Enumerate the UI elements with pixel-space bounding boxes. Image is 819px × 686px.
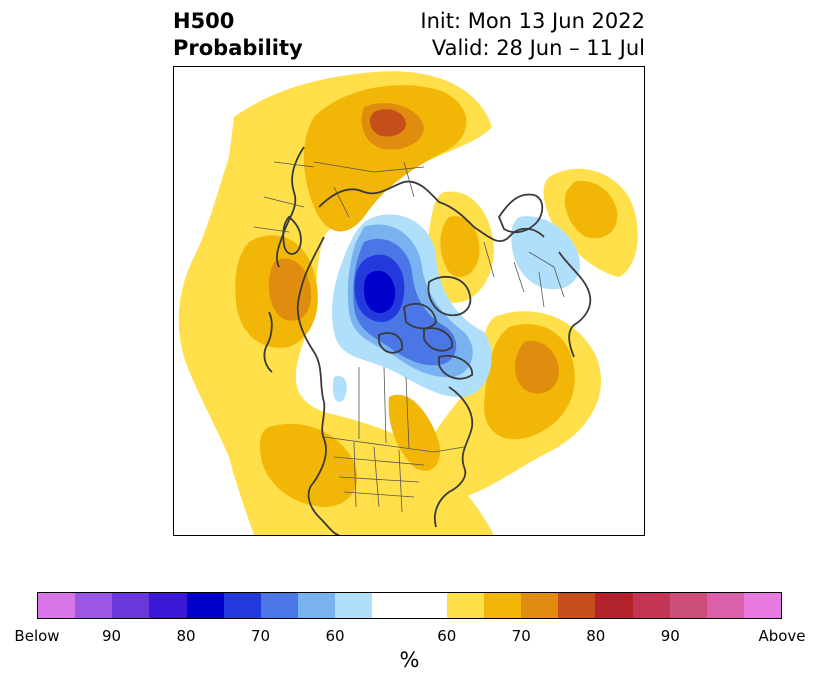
east-asia-coast <box>276 146 305 268</box>
colorbar-tick-labels: Below 90 80 70 60 60 70 80 90 Above <box>0 627 819 647</box>
scandinavia-coast <box>497 193 544 234</box>
na-above-65 <box>259 423 358 507</box>
kamchatka-coast <box>282 215 302 255</box>
eurasia-north-coast <box>318 180 545 242</box>
colorbar-tick-7: 80 <box>586 627 606 645</box>
colorbar-segment-7 <box>298 593 336 618</box>
russia-borders <box>313 161 425 218</box>
alaska-below-60 <box>332 376 347 403</box>
init-date: Init: Mon 13 Jun 2022 <box>420 9 645 33</box>
canadian-archipelago <box>378 302 473 380</box>
siberia-above-65 <box>440 216 480 277</box>
title-line-1: H500 <box>173 9 235 33</box>
probability-map <box>173 66 645 536</box>
title-line-2: Probability <box>173 36 303 60</box>
colorbar-tick-1: 90 <box>101 627 122 645</box>
colorbar-tick-0: Below <box>14 627 60 645</box>
colorbar-tick-5: 60 <box>437 627 457 645</box>
europe-above-65 <box>564 181 618 239</box>
colorbar-segment-9 <box>372 593 410 618</box>
atlantic-above-70 <box>514 341 559 394</box>
japan-coast <box>263 311 273 373</box>
canada-above-65 <box>388 394 440 471</box>
below-normal-shading-80 <box>364 270 396 313</box>
colorbar-segment-16 <box>632 593 670 618</box>
colorbar-segment-19 <box>743 593 782 618</box>
canada-province-lines <box>358 366 410 450</box>
probability-colorbar <box>37 592 782 619</box>
forecast-dates: Init: Mon 13 Jun 2022 Valid: 28 Jun – 11… <box>420 8 645 62</box>
colorbar-segment-14 <box>558 593 596 618</box>
colorbar-segment-6 <box>260 593 299 618</box>
scandinavia-below-60 <box>511 216 580 290</box>
valid-range: Valid: 28 Jun – 11 Jul <box>431 36 645 60</box>
colorbar-segment-17 <box>669 593 707 618</box>
coastlines <box>263 146 592 535</box>
colorbar-segment-5 <box>223 593 261 618</box>
asia-borders <box>253 161 315 233</box>
asia-above-65 <box>303 85 467 232</box>
colorbar-tick-9: Above <box>758 627 806 645</box>
us-state-lines <box>333 441 425 513</box>
map-title: H500 Probability <box>173 8 303 62</box>
europe-borders <box>483 241 565 308</box>
colorbar-tick-8: 90 <box>660 627 680 645</box>
colorbar-segment-12 <box>483 593 522 618</box>
map-canvas <box>178 71 638 535</box>
colorbar-segment-15 <box>595 593 633 618</box>
political-borders <box>253 161 565 513</box>
above-normal-shading-75 <box>369 109 406 137</box>
colorbar-tick-3: 70 <box>250 627 271 645</box>
asia-above-75 <box>369 109 406 137</box>
north-america-coast <box>296 236 340 535</box>
colorbar-segment-4 <box>186 593 224 618</box>
colorbar-unit-label: % <box>399 648 420 672</box>
greenland-coast <box>427 275 472 317</box>
colorbar-tick-6: 70 <box>511 627 531 645</box>
colorbar-tick-4: 60 <box>325 627 345 645</box>
colorbar-segment-0 <box>38 593 76 618</box>
colorbar-segment-8 <box>335 593 373 618</box>
colorbar-segment-10 <box>409 593 447 618</box>
arctic-below-80 <box>364 270 396 313</box>
pacific-above-70 <box>268 258 312 321</box>
colorbar-segment-2 <box>112 593 150 618</box>
colorbar-segment-3 <box>149 593 187 618</box>
colorbar-segment-11 <box>446 593 484 618</box>
east-canada-coast <box>434 386 474 528</box>
colorbar-segment-13 <box>521 593 559 618</box>
europe-west-coast <box>558 251 592 358</box>
colorbar-segment-18 <box>706 593 744 618</box>
colorbar-segment-1 <box>75 593 113 618</box>
pacific-above-60 <box>178 71 494 535</box>
canada-us-border <box>323 436 465 453</box>
colorbar-tick-2: 80 <box>176 627 196 645</box>
